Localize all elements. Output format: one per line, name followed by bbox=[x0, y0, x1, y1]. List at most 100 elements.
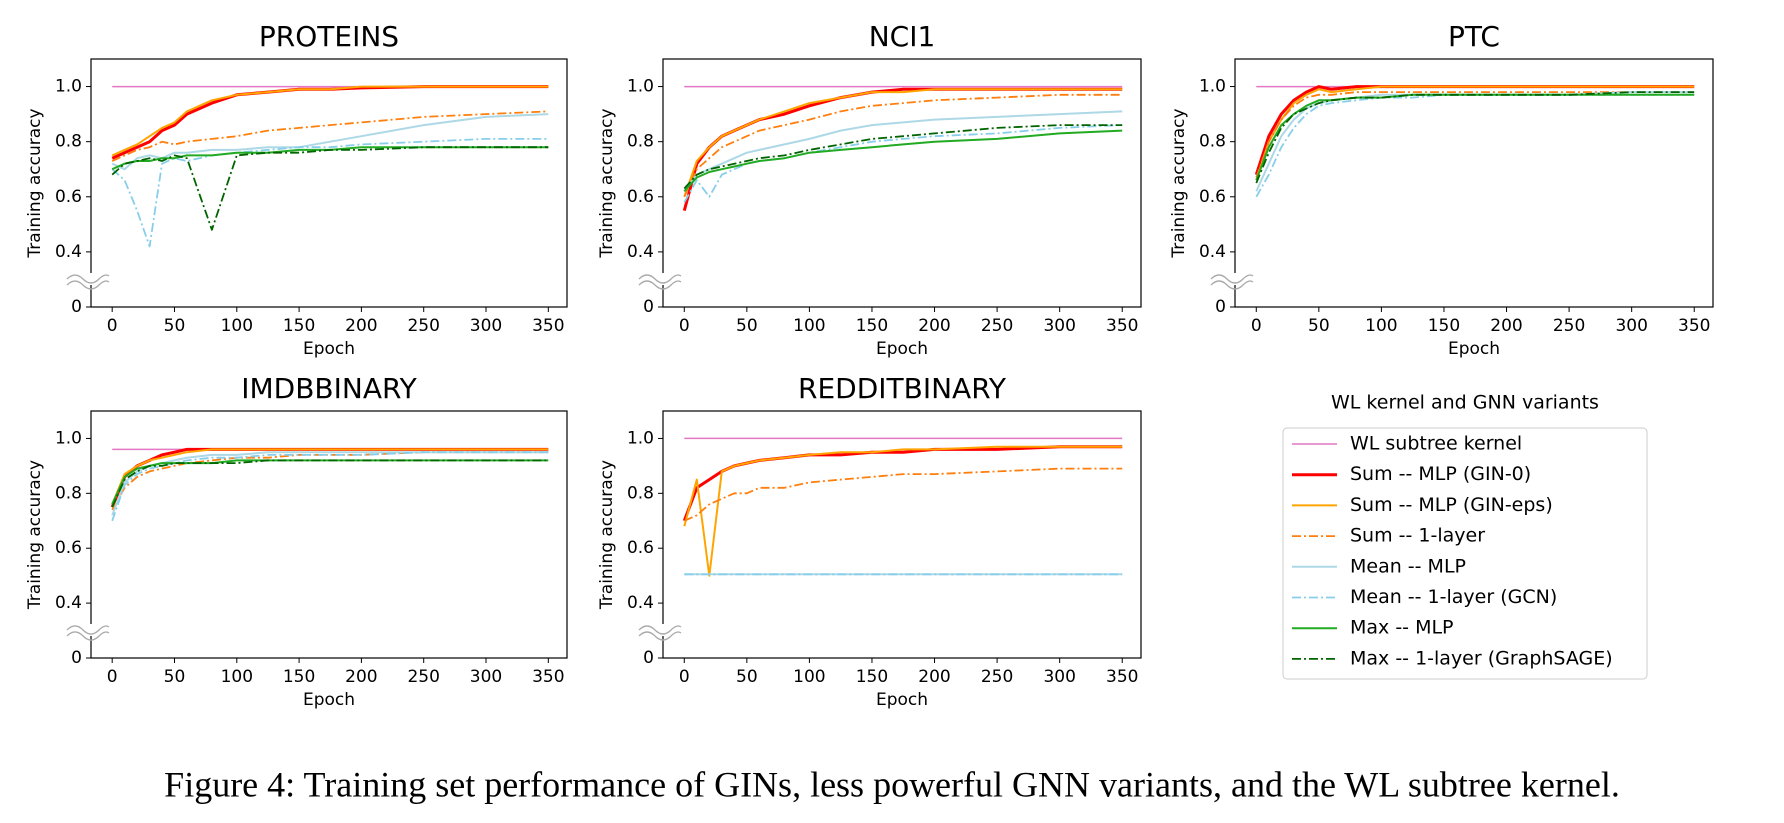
series-line bbox=[1255, 91, 1695, 184]
x-tick-label: 50 bbox=[1308, 316, 1330, 336]
chart-title: REDDITBINARY bbox=[798, 372, 1007, 405]
axes-frame bbox=[90, 410, 568, 659]
x-tick-label: 300 bbox=[470, 667, 502, 687]
y-tick-label: 0.8 bbox=[1199, 132, 1226, 152]
series-line bbox=[1255, 93, 1695, 181]
x-tick-label: 0 bbox=[679, 316, 690, 336]
x-axis-label: Epoch bbox=[876, 339, 928, 359]
x-tick-label: 0 bbox=[107, 316, 118, 336]
series-line bbox=[111, 451, 549, 516]
legend-entry: Mean -- MLP bbox=[1350, 555, 1466, 577]
x-tick-label: 300 bbox=[1615, 316, 1647, 336]
y-tick-label: 1.0 bbox=[1199, 77, 1226, 97]
x-tick-label: 300 bbox=[1043, 316, 1075, 336]
series-line bbox=[683, 88, 1123, 198]
x-tick-label: 350 bbox=[532, 667, 564, 687]
x-tick-label: 100 bbox=[1365, 316, 1397, 336]
axis-break bbox=[66, 625, 110, 635]
x-tick-label: 0 bbox=[1251, 316, 1262, 336]
x-tick-label: 350 bbox=[1106, 316, 1138, 336]
axes-frame bbox=[662, 410, 1142, 659]
series-line bbox=[111, 146, 549, 171]
y-tick-label: 0.8 bbox=[55, 132, 82, 152]
series-line bbox=[111, 146, 549, 231]
axis-break bbox=[1210, 274, 1254, 284]
series-line bbox=[683, 445, 1123, 577]
y-axis-label: Training accuracy bbox=[1169, 108, 1189, 258]
x-tick-label: 200 bbox=[345, 667, 377, 687]
y-tick-label: 0.4 bbox=[55, 242, 82, 262]
x-tick-label: 200 bbox=[1490, 316, 1522, 336]
x-tick-label: 200 bbox=[345, 316, 377, 336]
series-line bbox=[1255, 91, 1695, 178]
y-tick-label: 0 bbox=[71, 297, 82, 317]
y-tick-label: 0.4 bbox=[1199, 242, 1226, 262]
y-tick-label: 0 bbox=[643, 648, 654, 668]
y-tick-label: 1.0 bbox=[627, 428, 654, 448]
x-tick-label: 350 bbox=[532, 316, 564, 336]
x-tick-label: 350 bbox=[1106, 667, 1138, 687]
legend-entry: WL subtree kernel bbox=[1350, 433, 1522, 455]
chart-title: NCI1 bbox=[869, 20, 936, 53]
x-tick-label: 100 bbox=[221, 667, 253, 687]
y-tick-label: 0.6 bbox=[1199, 187, 1226, 207]
x-tick-label: 100 bbox=[793, 316, 825, 336]
y-tick-label: 0.4 bbox=[627, 242, 654, 262]
x-tick-label: 200 bbox=[918, 667, 950, 687]
axis-break bbox=[66, 274, 110, 284]
y-tick-label: 0 bbox=[71, 648, 82, 668]
x-tick-label: 50 bbox=[164, 667, 186, 687]
y-axis-label: Training accuracy bbox=[597, 108, 617, 258]
series-line bbox=[683, 129, 1123, 192]
x-tick-label: 300 bbox=[470, 316, 502, 336]
axis-break bbox=[66, 631, 110, 641]
x-tick-label: 50 bbox=[736, 667, 758, 687]
x-tick-label: 250 bbox=[407, 316, 439, 336]
axis-break bbox=[638, 625, 682, 635]
legend-entry: Sum -- MLP (GIN-0) bbox=[1350, 463, 1531, 485]
legend-entry: Sum -- 1-layer bbox=[1350, 525, 1485, 547]
series-line bbox=[111, 459, 549, 505]
y-tick-label: 0.8 bbox=[627, 483, 654, 503]
series-line bbox=[683, 467, 1123, 522]
x-tick-label: 150 bbox=[283, 316, 315, 336]
series-line bbox=[111, 451, 549, 511]
x-tick-label: 250 bbox=[981, 316, 1013, 336]
series-line bbox=[111, 113, 549, 171]
x-tick-label: 250 bbox=[1553, 316, 1585, 336]
chart-title: PTC bbox=[1448, 20, 1500, 53]
x-tick-label: 250 bbox=[981, 667, 1013, 687]
y-tick-label: 0.6 bbox=[627, 538, 654, 558]
x-tick-label: 150 bbox=[283, 667, 315, 687]
axis-break bbox=[638, 274, 682, 284]
chart-title: PROTEINS bbox=[259, 20, 399, 53]
x-tick-label: 300 bbox=[1043, 667, 1075, 687]
legend-entry: Max -- 1-layer (GraphSAGE) bbox=[1350, 647, 1613, 669]
axis-break bbox=[638, 280, 682, 290]
series-line bbox=[111, 451, 549, 522]
legend-entry: Sum -- MLP (GIN-eps) bbox=[1350, 494, 1553, 516]
x-tick-label: 0 bbox=[679, 667, 690, 687]
series-line bbox=[683, 110, 1123, 192]
y-tick-label: 0 bbox=[643, 297, 654, 317]
series-line bbox=[110, 447, 549, 508]
x-tick-label: 150 bbox=[856, 667, 888, 687]
x-axis-label: Epoch bbox=[303, 339, 355, 359]
series-line bbox=[1255, 91, 1695, 192]
series-line bbox=[682, 445, 1123, 522]
legend-entry: Max -- MLP bbox=[1350, 617, 1454, 639]
axes-frame bbox=[90, 58, 568, 308]
x-axis-label: Epoch bbox=[876, 690, 928, 710]
legend-box bbox=[1282, 427, 1648, 680]
x-tick-label: 100 bbox=[221, 316, 253, 336]
y-tick-label: 0.4 bbox=[627, 593, 654, 613]
y-tick-label: 0.8 bbox=[55, 483, 82, 503]
legend-title: WL kernel and GNN variants bbox=[1331, 392, 1599, 414]
x-tick-label: 50 bbox=[164, 316, 186, 336]
y-tick-label: 1.0 bbox=[55, 428, 82, 448]
axis-break bbox=[638, 631, 682, 641]
x-tick-label: 100 bbox=[793, 667, 825, 687]
axes-frame bbox=[1234, 58, 1714, 308]
y-tick-label: 0.6 bbox=[627, 187, 654, 207]
y-axis-label: Training accuracy bbox=[597, 460, 617, 610]
